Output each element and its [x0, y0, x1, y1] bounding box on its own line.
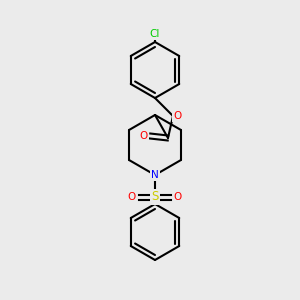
Text: O: O	[173, 111, 181, 121]
Text: Cl: Cl	[150, 29, 160, 39]
Text: S: S	[151, 190, 159, 203]
Text: N: N	[151, 170, 159, 180]
Text: O: O	[128, 192, 136, 202]
Text: O: O	[140, 131, 148, 141]
Text: O: O	[174, 192, 182, 202]
